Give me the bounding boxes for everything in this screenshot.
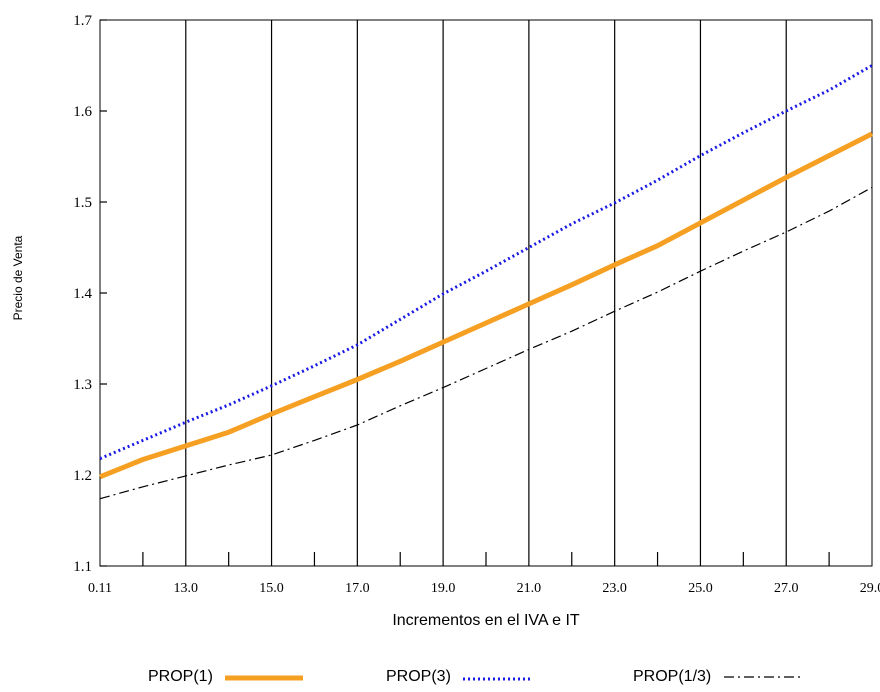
legend-swatch-prop3 (463, 677, 534, 681)
y-tick-label: 1.2 (73, 468, 92, 484)
plot-area-frame (99, 19, 873, 567)
y-tick-label: 1.7 (73, 13, 92, 29)
x-tick-label: 29.0 (860, 581, 880, 596)
y-tick-label: 1.6 (73, 104, 92, 120)
x-tick-label: 25.0 (688, 581, 713, 596)
series-line-prop1 (99, 131, 874, 480)
series-line-prop3 (99, 64, 873, 460)
x-tick-label: 15.0 (259, 581, 284, 596)
x-tick-label: 13.0 (174, 581, 199, 596)
legend-item-prop3: PROP(3) (386, 668, 534, 686)
legend-item-prop1-3: PROP(1/3) (633, 668, 800, 686)
legend-label-prop1: PROP(1) (148, 668, 213, 685)
legend-swatch-prop1-3 (723, 676, 800, 678)
x-tick-label: 17.0 (345, 581, 370, 596)
y-axis-label-box: Precio de Venta (4, 178, 32, 378)
legend-item-prop1: PROP(1) (148, 668, 304, 686)
series-lines (99, 64, 874, 500)
x-tick-label: 23.0 (602, 581, 627, 596)
y-tick-label: 1.4 (73, 286, 92, 302)
axis-ticks (100, 19, 830, 567)
series-line-prop1-3 (99, 186, 873, 500)
legend-swatch-prop1 (225, 675, 304, 681)
legend-label-prop1-3: PROP(1/3) (633, 668, 712, 685)
tick-labels: 0.11 13.0 15.0 17.0 19.0 21.0 23.0 25.0 27.0 29.0… (73, 13, 880, 596)
x-axis-label: Incrementos en el IVA e IT (392, 612, 580, 629)
y-axis-label: Precio de Venta (11, 235, 25, 321)
x-tick-label: 19.0 (431, 581, 456, 596)
y-tick-label: 1.3 (73, 377, 92, 393)
grid-lines (185, 20, 787, 566)
x-tick-label: 21.0 (517, 581, 542, 596)
x-tick-label: 0.11 (88, 581, 112, 596)
legend-label-prop3: PROP(3) (386, 668, 451, 685)
y-tick-label: 1.5 (73, 195, 92, 211)
x-tick-label: 27.0 (774, 581, 799, 596)
y-tick-label: 1.1 (73, 559, 92, 575)
